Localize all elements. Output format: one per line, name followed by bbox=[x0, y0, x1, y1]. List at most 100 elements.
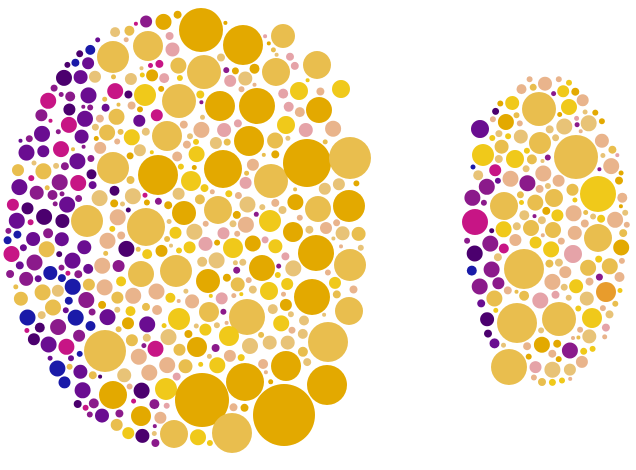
left-cluster-bubble bbox=[146, 69, 158, 81]
left-cluster-bubble bbox=[65, 271, 70, 276]
left-cluster-bubble bbox=[194, 324, 199, 329]
right-cluster-bubble bbox=[583, 110, 588, 115]
left-cluster-bubble bbox=[277, 116, 295, 134]
left-cluster-bubble bbox=[298, 329, 308, 339]
left-cluster-bubble bbox=[172, 152, 182, 162]
left-cluster-bubble bbox=[149, 399, 159, 409]
left-cluster-bubble bbox=[297, 215, 303, 221]
left-cluster-bubble bbox=[271, 47, 276, 52]
left-cluster-bubble bbox=[216, 292, 228, 304]
right-cluster-bubble bbox=[558, 238, 565, 245]
right-cluster-bubble bbox=[602, 324, 610, 332]
left-cluster-bubble bbox=[14, 292, 28, 306]
left-cluster-bubble bbox=[41, 337, 57, 353]
left-cluster-bubble bbox=[291, 62, 299, 70]
left-cluster-bubble bbox=[240, 197, 256, 213]
left-cluster-bubble bbox=[307, 365, 347, 405]
left-cluster-bubble bbox=[219, 326, 239, 346]
left-cluster-bubble bbox=[210, 137, 222, 149]
right-cluster-bubble bbox=[481, 200, 487, 206]
left-cluster-bubble bbox=[273, 315, 289, 331]
left-cluster-bubble bbox=[253, 384, 315, 446]
left-cluster-bubble bbox=[249, 286, 257, 294]
left-cluster-bubble bbox=[28, 175, 34, 181]
left-cluster-bubble bbox=[242, 338, 258, 354]
left-cluster-bubble bbox=[262, 58, 290, 86]
left-cluster-bubble bbox=[30, 186, 44, 200]
left-cluster-bubble bbox=[152, 121, 182, 151]
right-cluster-bubble bbox=[602, 258, 618, 274]
left-cluster-bubble bbox=[6, 270, 14, 278]
left-cluster-bubble bbox=[262, 236, 269, 243]
left-cluster-bubble bbox=[111, 74, 116, 79]
left-cluster-bubble bbox=[89, 398, 99, 408]
left-cluster-bubble bbox=[9, 213, 25, 229]
right-cluster-bubble bbox=[509, 234, 521, 246]
left-cluster-bubble bbox=[59, 197, 75, 213]
left-cluster-bubble bbox=[48, 190, 58, 200]
left-cluster-bubble bbox=[61, 117, 77, 133]
left-cluster-bubble bbox=[263, 34, 267, 38]
left-cluster-bubble bbox=[148, 63, 153, 68]
left-cluster-bubble bbox=[74, 70, 88, 84]
right-cluster-bubble bbox=[600, 305, 606, 311]
left-cluster-bubble bbox=[63, 307, 69, 313]
left-cluster-bubble bbox=[109, 109, 125, 125]
left-cluster-bubble bbox=[122, 317, 134, 329]
left-cluster-bubble bbox=[276, 264, 281, 269]
left-cluster-bubble bbox=[263, 336, 277, 350]
left-cluster-bubble bbox=[52, 285, 64, 297]
right-cluster-bubble bbox=[505, 96, 519, 110]
left-cluster-bubble bbox=[271, 199, 279, 207]
right-cluster-bubble bbox=[586, 278, 594, 286]
left-cluster-bubble bbox=[77, 240, 91, 254]
left-cluster-bubble bbox=[166, 43, 180, 57]
left-cluster-bubble bbox=[306, 78, 310, 82]
left-cluster-bubble bbox=[160, 255, 192, 287]
left-cluster-bubble bbox=[127, 208, 165, 246]
left-cluster-bubble bbox=[155, 60, 163, 68]
right-cluster-bubble bbox=[530, 237, 542, 249]
right-cluster-bubble bbox=[567, 184, 579, 196]
right-cluster-bubble bbox=[545, 183, 551, 189]
left-cluster-bubble bbox=[299, 316, 309, 326]
left-cluster-bubble bbox=[65, 297, 73, 305]
left-cluster-bubble bbox=[113, 260, 125, 272]
left-cluster-bubble bbox=[197, 257, 207, 267]
left-cluster-bubble bbox=[59, 376, 71, 388]
left-cluster-bubble bbox=[61, 162, 69, 170]
right-cluster-bubble bbox=[581, 115, 597, 131]
left-cluster-bubble bbox=[288, 311, 294, 317]
right-cluster-bubble bbox=[464, 238, 470, 244]
left-cluster-bubble bbox=[120, 202, 125, 207]
left-cluster-bubble bbox=[100, 309, 116, 325]
left-cluster-bubble bbox=[140, 16, 152, 28]
right-cluster-bubble bbox=[495, 178, 501, 184]
left-cluster-bubble bbox=[89, 71, 101, 83]
right-cluster-bubble bbox=[607, 212, 623, 228]
left-cluster-bubble bbox=[117, 368, 131, 382]
left-cluster-bubble bbox=[24, 328, 29, 333]
right-cluster-bubble bbox=[592, 110, 598, 116]
right-cluster-bubble bbox=[503, 171, 519, 187]
left-cluster-bubble bbox=[85, 45, 95, 55]
left-cluster-bubble bbox=[203, 221, 209, 227]
left-cluster-bubble bbox=[87, 169, 97, 179]
left-cluster-bubble bbox=[125, 73, 137, 85]
left-cluster-bubble bbox=[170, 227, 182, 239]
right-cluster-bubble bbox=[548, 350, 556, 358]
left-cluster-bubble bbox=[142, 128, 150, 136]
right-cluster-bubble bbox=[541, 233, 545, 237]
left-cluster-bubble bbox=[128, 261, 154, 287]
left-cluster-bubble bbox=[267, 133, 283, 149]
left-cluster-bubble bbox=[287, 194, 303, 210]
left-cluster-bubble bbox=[244, 171, 249, 176]
left-cluster-bubble bbox=[155, 378, 177, 400]
left-cluster-bubble bbox=[217, 123, 231, 137]
left-cluster-bubble bbox=[35, 109, 47, 121]
left-cluster-bubble bbox=[68, 355, 74, 361]
left-cluster-bubble bbox=[239, 86, 245, 92]
left-cluster-bubble bbox=[193, 139, 199, 145]
right-cluster-bubble bbox=[597, 215, 605, 223]
right-cluster-bubble bbox=[579, 129, 583, 133]
